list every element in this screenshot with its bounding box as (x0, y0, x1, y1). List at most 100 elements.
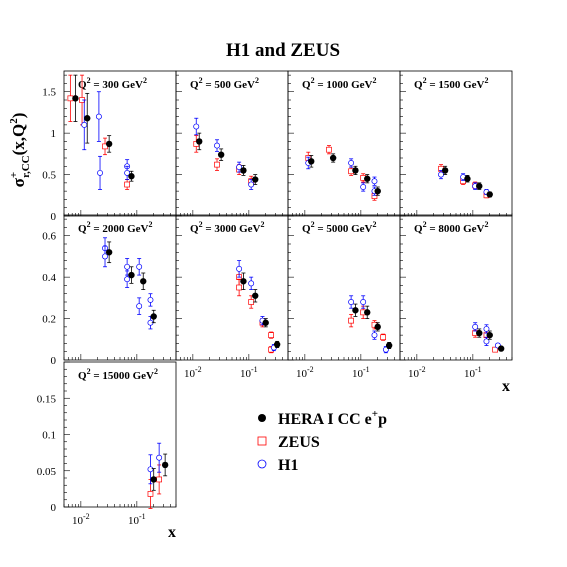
x-tick-base: 10 (464, 368, 476, 380)
y-axis-sub: r,CC (20, 155, 32, 178)
y-tick-label: 1 (51, 128, 57, 140)
h1-point (348, 160, 355, 166)
hera-point (464, 175, 471, 182)
hera-point (105, 140, 113, 148)
h1-point (193, 123, 200, 130)
x-tick-label: 10-1 (240, 365, 258, 380)
x-tick-label: 10-2 (296, 365, 314, 380)
x-tick-exp: -2 (83, 512, 90, 521)
h1-point (124, 169, 131, 176)
h1-point (371, 332, 378, 339)
chart-title: H1 and ZEUS (226, 40, 340, 61)
q2-unit: GeV (463, 79, 484, 91)
legend-hera-sup: + (372, 408, 378, 420)
x-tick-exp: -1 (475, 365, 482, 374)
x-tick-exp: -2 (419, 365, 426, 374)
legend-label-hera: HERA I CC e+p (278, 408, 387, 428)
hera-point (374, 323, 381, 331)
q2-unit-sup: 2 (484, 76, 488, 85)
x-tick-exp: -2 (195, 365, 202, 374)
q2-unit-sup: 2 (260, 220, 264, 229)
zeus-point (156, 476, 162, 483)
panel-q2-label: Q2 = 1000 GeV2 (302, 76, 376, 91)
q2-prefix: Q (78, 79, 87, 91)
hera-point (385, 342, 393, 349)
q2-value: = 500 (203, 79, 234, 91)
hera-point (352, 307, 359, 314)
q2-prefix: Q (78, 223, 87, 235)
h1-point (371, 178, 378, 185)
legend-hera-end: p (378, 411, 387, 428)
q2-sup: 2 (423, 220, 427, 229)
hera-point (217, 151, 225, 158)
q2-prefix: Q (78, 370, 87, 382)
q2-unit-sup: 2 (143, 76, 147, 85)
q2-unit: GeV (351, 223, 372, 235)
q2-unit-sup: 2 (372, 76, 376, 85)
panel-q2-2000: 00.20.40.6Q2 = 2000 GeV2 (42, 214, 177, 367)
h1-point (236, 265, 243, 272)
x-tick-base: 10 (296, 368, 308, 380)
panel-q2-5000: 10-2 10-1Q2 = 5000 GeV2 (287, 214, 401, 380)
panel-q2-1000: Q2 = 1000 GeV2 (287, 70, 401, 217)
h1-point (124, 276, 131, 283)
panel-frame (399, 214, 513, 361)
zeus-point (326, 146, 332, 153)
q2-value: = 1500 (427, 79, 464, 91)
y-axis-sigma: σ (9, 177, 28, 187)
y-tick-label: 0.6 (42, 231, 56, 243)
q2-value: = 8000 (427, 223, 464, 235)
x-axis-label-upper: x (502, 378, 510, 395)
hera-point (364, 309, 371, 316)
q2-prefix: Q (190, 223, 199, 235)
legend-label-h1: H1 (278, 457, 298, 474)
x-tick-exp: -1 (363, 365, 370, 374)
q2-value: = 2000 (91, 223, 128, 235)
panel-q2-label: Q2 = 15000 GeV2 (78, 367, 158, 382)
panel-q2-label: Q2 = 3000 GeV2 (190, 220, 264, 235)
h1-point (483, 338, 490, 345)
panel-q2-label: Q2 = 500 GeV2 (190, 76, 259, 91)
hera-point (308, 158, 315, 165)
hera-point (329, 154, 337, 162)
hera-point (252, 292, 259, 299)
q2-value: = 1000 (315, 79, 352, 91)
q2-unit-sup: 2 (148, 220, 152, 229)
hera-point (150, 476, 157, 483)
x-tick-label: 10-1 (128, 512, 146, 527)
q2-unit: GeV (122, 79, 143, 91)
x-tick-label: 10-1 (352, 365, 370, 380)
x-tick-base: 10 (352, 368, 364, 380)
q2-sup: 2 (423, 76, 427, 85)
hera-point (240, 278, 247, 285)
h1-point (95, 113, 102, 120)
hera-point (497, 345, 505, 352)
q2-sup: 2 (87, 220, 91, 229)
x-tick-exp: -1 (139, 512, 146, 521)
h1-point (136, 303, 143, 310)
y-axis-args-sup: 2 (8, 118, 20, 124)
x-tick-base: 10 (128, 515, 140, 527)
panel-q2-300: 00.511.5Q2 = 300 GeV2 (42, 70, 177, 223)
h1-point (97, 169, 103, 176)
q2-prefix: Q (414, 223, 423, 235)
q2-value: = 3000 (203, 223, 240, 235)
y-axis-args-end: ) (9, 113, 28, 119)
q2-unit-sup: 2 (372, 220, 376, 229)
hera-point (273, 341, 281, 348)
panel-q2-label: Q2 = 2000 GeV2 (78, 220, 152, 235)
q2-sup: 2 (311, 220, 315, 229)
hera-point (128, 271, 135, 279)
hera-point (486, 331, 493, 339)
panel-q2-label: Q2 = 5000 GeV2 (302, 220, 376, 235)
x-tick-label: 10-2 (408, 365, 426, 380)
legend-label-zeus: ZEUS (278, 434, 320, 451)
h1-point (124, 263, 131, 270)
zeus-point (147, 491, 154, 497)
h1-point (483, 325, 490, 332)
q2-sup: 2 (87, 367, 91, 376)
zeus-point (492, 346, 498, 353)
legend-marker-zeus (257, 436, 267, 446)
hera-point (128, 173, 135, 180)
